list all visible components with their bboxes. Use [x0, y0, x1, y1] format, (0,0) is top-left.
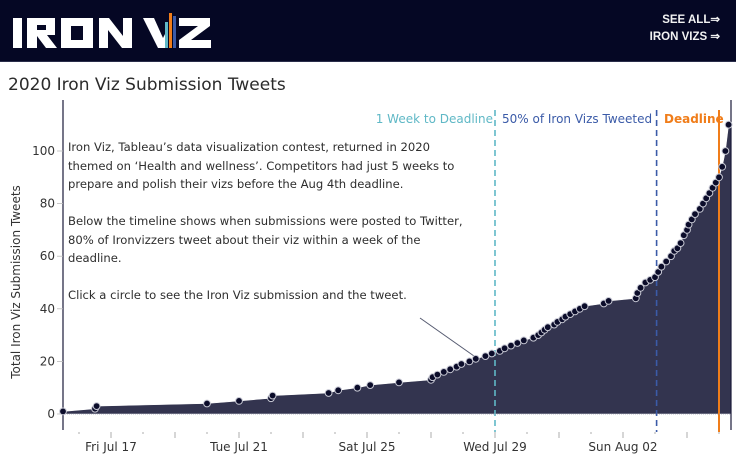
submission-point[interactable]: [580, 302, 589, 311]
submission-point[interactable]: [465, 357, 474, 366]
x-tick-label: Sat Jul 25: [338, 440, 395, 454]
submission-point[interactable]: [92, 402, 101, 411]
submission-point[interactable]: [718, 162, 727, 171]
submission-point[interactable]: [724, 120, 733, 129]
submission-point[interactable]: [471, 354, 480, 363]
submission-point[interactable]: [366, 381, 375, 390]
reference-line-label: 1 Week to Deadline: [376, 112, 493, 126]
see-all-iron-vizs-link[interactable]: SEE ALL⇒ IRON VIZS ⇒: [650, 12, 720, 46]
chart-description: Iron Viz, Tableau’s data visualization c…: [68, 138, 468, 323]
x-axis-ticks: Fri Jul 17 Tue Jul 21 Sat Jul 25 Wed Jul 29…: [78, 432, 720, 454]
x-tick-label: Tue Jul 21: [209, 440, 268, 454]
data-points[interactable]: [59, 120, 733, 416]
x-tick-label: Wed Jul 29: [463, 440, 527, 454]
iron-viz-logo[interactable]: [13, 8, 228, 56]
submission-point[interactable]: [235, 397, 243, 405]
y-tick-label: 0: [47, 407, 55, 421]
submission-point[interactable]: [662, 257, 671, 266]
submission-point[interactable]: [715, 173, 723, 182]
y-tick-label: 40: [40, 302, 55, 316]
y-axis-title: Total Iron Viz Submission Tweets: [9, 185, 23, 380]
see-all-line-2: IRON VIZS ⇒: [649, 31, 720, 43]
submission-point[interactable]: [543, 323, 552, 332]
y-tick-label: 100: [32, 144, 55, 158]
submission-point[interactable]: [59, 407, 67, 416]
submission-point[interactable]: [507, 341, 515, 350]
submission-point[interactable]: [721, 147, 730, 155]
submission-point[interactable]: [500, 344, 509, 353]
description-paragraph-3: Click a circle to see the Iron Viz submi…: [68, 288, 407, 302]
see-all-line-1: SEE ALL⇒: [662, 14, 720, 26]
y-tick-label: 20: [40, 354, 55, 368]
page-title: 2020 Iron Viz Submission Tweets: [8, 75, 286, 95]
submission-point[interactable]: [519, 336, 528, 345]
submission-point[interactable]: [439, 368, 448, 376]
description-paragraph-2: Below the timeline shows when submission…: [68, 214, 463, 265]
submission-point[interactable]: [457, 360, 466, 368]
submission-point[interactable]: [636, 283, 645, 292]
y-tick-label: 80: [40, 197, 55, 211]
submission-point[interactable]: [433, 370, 442, 379]
y-tick-label: 60: [40, 249, 55, 263]
submission-point[interactable]: [353, 383, 362, 392]
y-axis-ticks: 0 20 40 60 80 100: [32, 144, 63, 421]
x-tick-label: Sun Aug 02: [588, 440, 657, 454]
header-bar: SEE ALL⇒ IRON VIZS ⇒: [0, 0, 736, 62]
submission-point[interactable]: [513, 339, 522, 347]
submission-point[interactable]: [691, 210, 699, 219]
submission-point[interactable]: [268, 391, 277, 400]
description-paragraph-1: Iron Viz, Tableau’s data visualization c…: [68, 140, 455, 191]
submission-point[interactable]: [604, 297, 613, 305]
submission-point[interactable]: [334, 386, 343, 395]
submission-point[interactable]: [481, 352, 490, 361]
x-tick-label: Fri Jul 17: [85, 440, 137, 454]
annotation-pointer-line: [419, 317, 475, 357]
submission-point[interactable]: [203, 399, 211, 408]
iron-viz-logo-icon: [13, 13, 211, 48]
submission-point[interactable]: [487, 349, 496, 358]
submission-point[interactable]: [395, 378, 403, 387]
submission-point[interactable]: [446, 365, 455, 374]
submission-point[interactable]: [324, 389, 333, 397]
submission-point[interactable]: [657, 262, 666, 271]
reference-line-label: Deadline: [664, 112, 724, 126]
submission-point[interactable]: [676, 239, 685, 248]
reference-line-label: 50% of Iron Vizs Tweeted: [502, 112, 652, 126]
